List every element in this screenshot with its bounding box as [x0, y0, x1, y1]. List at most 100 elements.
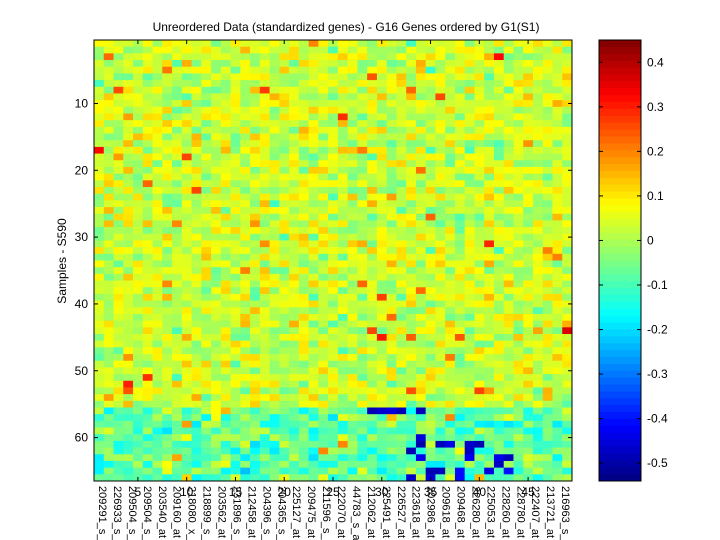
heatmap-cell: [425, 427, 436, 435]
heatmap-cell: [259, 247, 270, 255]
heatmap-cell: [542, 80, 553, 88]
heatmap-cell: [464, 267, 475, 275]
heatmap-cell: [279, 280, 290, 288]
heatmap-cell: [562, 193, 573, 201]
heatmap-cell: [347, 113, 358, 121]
heatmap-cell: [220, 40, 231, 48]
heatmap-cell: [172, 187, 183, 195]
heatmap-cell: [484, 227, 495, 235]
heatmap-cell: [435, 220, 446, 228]
heatmap-cell: [493, 327, 505, 335]
heatmap-cell: [357, 253, 368, 261]
heatmap-cell: [532, 460, 544, 469]
heatmap-cell: [191, 440, 202, 448]
heatmap-cell: [367, 400, 378, 408]
heatmap-cell: [464, 293, 475, 301]
heatmap-cell: [220, 180, 231, 188]
heatmap-cell: [493, 354, 505, 362]
heatmap-cell: [435, 474, 446, 482]
heatmap-cell: [172, 467, 183, 475]
heatmap-cell: [152, 106, 163, 114]
heatmap-cell: [503, 160, 514, 168]
heatmap-cell: [357, 46, 368, 54]
heatmap-cell: [250, 146, 261, 154]
heatmap-cell: [328, 247, 339, 255]
heatmap-cell: [406, 40, 417, 48]
heatmap-cell: [415, 66, 427, 74]
heatmap-cell: [240, 173, 251, 181]
heatmap-cell: [259, 133, 270, 141]
heatmap-cell: [454, 46, 466, 54]
heatmap-cell: [269, 394, 280, 402]
heatmap-cell: [357, 354, 368, 362]
heatmap-cell: [240, 354, 251, 362]
heatmap-cell: [542, 126, 553, 134]
heatmap-cell: [181, 173, 192, 181]
heatmap-cell: [445, 46, 456, 54]
heatmap-cell: [386, 407, 397, 415]
heatmap-cell: [562, 340, 573, 348]
heatmap-cell: [337, 40, 349, 48]
heatmap-cell: [152, 474, 163, 482]
heatmap-cell: [474, 460, 485, 469]
heatmap-cell: [523, 374, 534, 382]
heatmap-cell: [201, 100, 212, 108]
heatmap-cell: [259, 86, 270, 94]
heatmap-cell: [152, 394, 163, 402]
heatmap-cell: [532, 407, 544, 415]
heatmap-cell: [523, 440, 534, 448]
heatmap-cell: [445, 100, 456, 108]
heatmap-cell: [318, 334, 329, 342]
heatmap-cell: [337, 474, 349, 482]
heatmap-cell: [464, 247, 475, 255]
heatmap-cell: [94, 140, 105, 148]
heatmap-cell: [289, 474, 300, 482]
heatmap-cell: [523, 387, 534, 395]
heatmap-cell: [493, 454, 505, 462]
heatmap-cell: [542, 133, 553, 141]
heatmap-cell: [454, 327, 466, 335]
heatmap-cell: [386, 427, 397, 435]
heatmap-cell: [211, 213, 222, 221]
heatmap-cell: [211, 307, 222, 315]
heatmap-cell: [464, 467, 475, 475]
heatmap-cell: [191, 73, 202, 81]
heatmap-cell: [201, 420, 212, 428]
heatmap-cell: [113, 133, 124, 141]
heatmap-cell: [211, 347, 222, 355]
heatmap-cell: [542, 427, 553, 435]
heatmap-cell: [513, 160, 524, 168]
heatmap-cell: [142, 347, 153, 355]
heatmap-cell: [484, 387, 495, 395]
heatmap-cell: [172, 374, 183, 382]
heatmap-cell: [562, 273, 573, 281]
heatmap-cell: [347, 200, 358, 208]
heatmap-cell: [357, 180, 368, 188]
heatmap-cell: [445, 247, 456, 255]
heatmap-cell: [191, 153, 202, 161]
heatmap-cell: [357, 293, 368, 301]
colorbar-segment: [599, 350, 641, 358]
heatmap-cell: [162, 300, 173, 308]
heatmap-cell: [396, 146, 407, 154]
heatmap-cell: [211, 447, 222, 455]
heatmap-cell: [484, 126, 495, 134]
heatmap-cell: [230, 233, 241, 241]
x-tick-label: 5: [135, 485, 142, 499]
heatmap-cell: [103, 247, 114, 255]
heatmap-cell: [484, 53, 495, 61]
heatmap-cell: [230, 420, 241, 428]
heatmap-cell: [435, 300, 446, 308]
heatmap-cell: [513, 347, 524, 355]
heatmap-cell: [318, 400, 329, 408]
heatmap-cell: [376, 60, 388, 68]
heatmap-cell: [250, 233, 261, 241]
heatmap-cell: [94, 400, 105, 408]
heatmap-cell: [464, 380, 475, 388]
heatmap-cell: [279, 300, 290, 308]
heatmap-cell: [269, 340, 280, 348]
heatmap-cell: [347, 447, 358, 455]
heatmap-cell: [357, 474, 368, 482]
heatmap-cell: [201, 293, 212, 301]
heatmap-cell: [113, 380, 124, 388]
